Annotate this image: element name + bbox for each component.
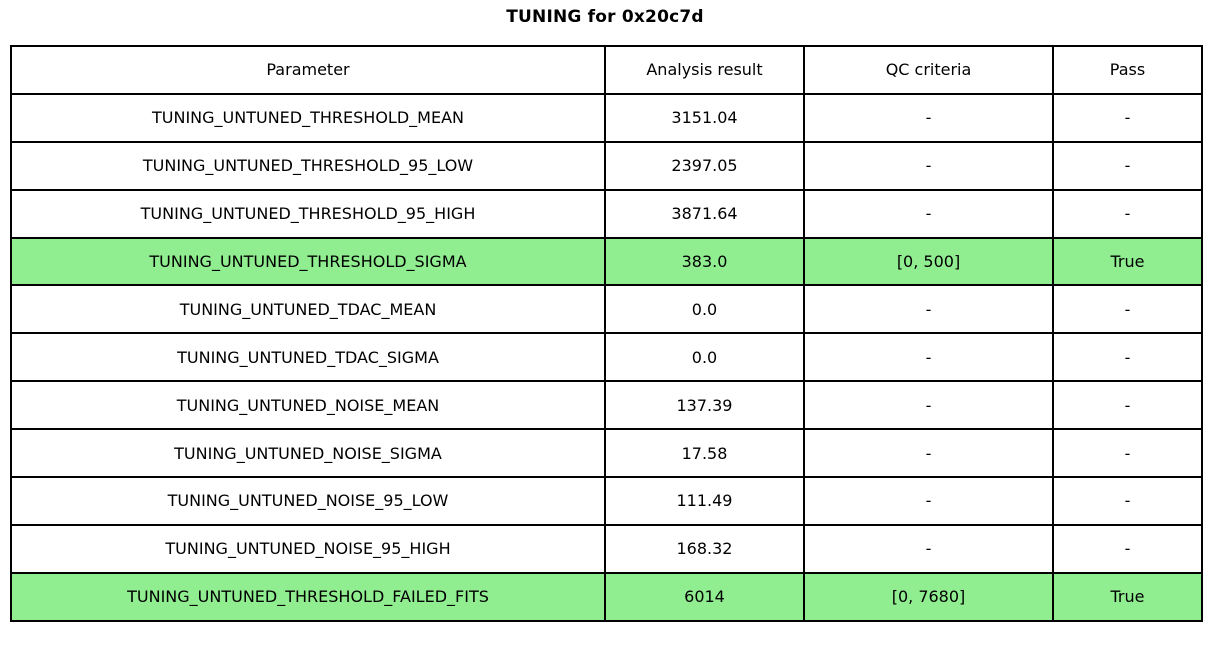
parameter-cell: TUNING_UNTUNED_THRESHOLD_95_HIGH — [10, 188, 606, 239]
pass-cell: - — [1052, 140, 1203, 191]
qc-criteria-cell: - — [803, 284, 1054, 335]
pass-cell: - — [1052, 523, 1203, 574]
pass-cell: - — [1052, 284, 1203, 335]
header-analysis-result: Analysis result — [604, 45, 805, 95]
header-pass: Pass — [1052, 45, 1203, 95]
analysis-result-cell: 168.32 — [604, 523, 805, 574]
parameter-cell: TUNING_UNTUNED_NOISE_95_HIGH — [10, 523, 606, 574]
analysis-result-cell: 3871.64 — [604, 188, 805, 239]
parameter-cell: TUNING_UNTUNED_THRESHOLD_95_LOW — [10, 140, 606, 191]
chart-title: TUNING for 0x20c7d — [506, 7, 704, 27]
table-row: TUNING_UNTUNED_TDAC_MEAN 0.0 - - — [10, 284, 1203, 335]
table-row: TUNING_UNTUNED_TDAC_SIGMA 0.0 - - — [10, 332, 1203, 383]
table-row: TUNING_UNTUNED_THRESHOLD_95_LOW 2397.05 … — [10, 140, 1203, 191]
header-row: Parameter Analysis result QC criteria Pa… — [10, 45, 1203, 95]
parameter-cell: TUNING_UNTUNED_TDAC_SIGMA — [10, 332, 606, 383]
pass-cell: - — [1052, 380, 1203, 431]
table-header: Parameter Analysis result QC criteria Pa… — [10, 45, 1203, 95]
parameter-cell: TUNING_UNTUNED_THRESHOLD_MEAN — [10, 92, 606, 143]
qc-criteria-cell: - — [803, 380, 1054, 431]
pass-cell: - — [1052, 92, 1203, 143]
analysis-result-cell: 17.58 — [604, 428, 805, 479]
parameter-cell: TUNING_UNTUNED_TDAC_MEAN — [10, 284, 606, 335]
qc-criteria-cell: - — [803, 332, 1054, 383]
pass-cell: True — [1052, 236, 1203, 287]
analysis-result-cell: 0.0 — [604, 332, 805, 383]
table-row: TUNING_UNTUNED_NOISE_SIGMA 17.58 - - — [10, 428, 1203, 479]
table-row: TUNING_UNTUNED_NOISE_MEAN 137.39 - - — [10, 380, 1203, 431]
qc-criteria-cell: - — [803, 188, 1054, 239]
analysis-result-cell: 383.0 — [604, 236, 805, 287]
qc-results-table: Parameter Analysis result QC criteria Pa… — [10, 45, 1203, 622]
analysis-result-cell: 111.49 — [604, 476, 805, 526]
parameter-cell: TUNING_UNTUNED_NOISE_MEAN — [10, 380, 606, 431]
qc-criteria-cell: - — [803, 476, 1054, 526]
header-parameter: Parameter — [10, 45, 606, 95]
table-row: TUNING_UNTUNED_THRESHOLD_SIGMA 383.0 [0,… — [10, 236, 1203, 287]
analysis-result-cell: 3151.04 — [604, 92, 805, 143]
qc-criteria-cell: [0, 500] — [803, 236, 1054, 287]
parameter-cell: TUNING_UNTUNED_THRESHOLD_SIGMA — [10, 236, 606, 287]
header-qc-criteria: QC criteria — [803, 45, 1054, 95]
pass-cell: - — [1052, 332, 1203, 383]
analysis-result-cell: 2397.05 — [604, 140, 805, 191]
parameter-cell: TUNING_UNTUNED_THRESHOLD_FAILED_FITS — [10, 571, 606, 622]
parameter-cell: TUNING_UNTUNED_NOISE_SIGMA — [10, 428, 606, 479]
table-row: TUNING_UNTUNED_NOISE_95_HIGH 168.32 - - — [10, 523, 1203, 574]
qc-criteria-cell: - — [803, 140, 1054, 191]
analysis-result-cell: 137.39 — [604, 380, 805, 431]
table-row: TUNING_UNTUNED_NOISE_95_LOW 111.49 - - — [10, 476, 1203, 526]
table-row: TUNING_UNTUNED_THRESHOLD_FAILED_FITS 601… — [10, 571, 1203, 622]
table-row: TUNING_UNTUNED_THRESHOLD_95_HIGH 3871.64… — [10, 188, 1203, 239]
qc-criteria-cell: - — [803, 428, 1054, 479]
pass-cell: - — [1052, 428, 1203, 479]
qc-criteria-cell: - — [803, 92, 1054, 143]
analysis-result-cell: 6014 — [604, 571, 805, 622]
table-body: TUNING_UNTUNED_THRESHOLD_MEAN 3151.04 - … — [10, 92, 1203, 622]
parameter-cell: TUNING_UNTUNED_NOISE_95_LOW — [10, 476, 606, 526]
table-row: TUNING_UNTUNED_THRESHOLD_MEAN 3151.04 - … — [10, 92, 1203, 143]
qc-criteria-cell: - — [803, 523, 1054, 574]
qc-criteria-cell: [0, 7680] — [803, 571, 1054, 622]
pass-cell: - — [1052, 188, 1203, 239]
analysis-result-cell: 0.0 — [604, 284, 805, 335]
pass-cell: - — [1052, 476, 1203, 526]
pass-cell: True — [1052, 571, 1203, 622]
